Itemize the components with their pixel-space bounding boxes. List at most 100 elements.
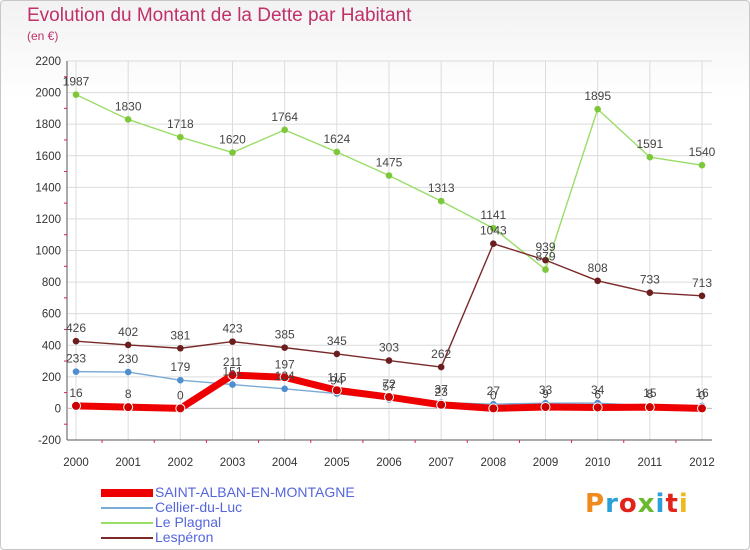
data-point-le-plagnal [385,172,393,179]
data-label-cellier-du-luc: 37 [434,383,448,397]
data-label-saint-alban-en-montagne: 72 [382,377,396,391]
logo-letter: P [585,489,606,519]
legend-swatch-lesp-ron [101,536,153,539]
data-point-le-plagnal [333,148,341,156]
data-label-saint-alban-en-montagne: 0 [177,388,184,402]
data-label-le-plagnal: 1141 [480,208,506,222]
data-label-le-plagnal: 1313 [428,181,455,195]
data-label-lesp-ron: 1043 [480,224,507,238]
y-tick-label: 400 [42,340,61,352]
data-point-lesp-ron [229,338,236,345]
data-label-cellier-du-luc: 16 [695,386,709,400]
data-label-cellier-du-luc: 94 [330,374,344,388]
proxiti-logo: Proxiti [585,489,689,519]
data-label-lesp-ron: 385 [275,328,295,342]
data-point-lesp-ron [437,363,445,371]
data-point-saint-alban-en-montagne [227,370,238,381]
data-point-cellier-du-luc [281,385,288,393]
legend-swatch-le-plagnal [101,521,153,524]
data-label-cellier-du-luc: 124 [275,369,295,383]
data-label-lesp-ron: 713 [692,276,712,290]
data-point-saint-alban-en-montagne [123,402,134,413]
data-point-saint-alban-en-montagne [279,372,290,383]
data-point-lesp-ron [333,350,341,358]
data-label-le-plagnal: 1895 [584,89,611,103]
data-label-le-plagnal: 879 [535,250,555,264]
legend-item-lesp-ron: Lespéron [101,530,355,545]
logo-letter: r [605,489,619,519]
data-point-cellier-du-luc [124,368,132,376]
legend-label-le-plagnal: Le Plagnal [155,514,222,530]
x-tick-label: 2002 [168,457,194,469]
data-label-cellier-du-luc: 151 [222,365,242,379]
legend-swatch-saint-alban-en-montagne [101,488,153,497]
x-tick-label: 2001 [115,457,141,469]
data-label-saint-alban-en-montagne: 8 [125,387,132,401]
data-label-cellier-du-luc: 233 [66,352,86,366]
data-point-saint-alban-en-montagne [592,402,603,413]
data-label-saint-alban-en-montagne: 9 [542,387,549,401]
legend-item-cellier-du-luc: Cellier-du-Luc [101,500,355,515]
data-point-le-plagnal [594,105,601,113]
legend-label-cellier-du-luc: Cellier-du-Luc [155,499,243,515]
x-tick-label: 2008 [481,457,507,469]
data-label-cellier-du-luc: 15 [643,386,657,400]
y-tick-label: -200 [38,435,61,447]
chart-subtitle: (en €) [27,29,59,43]
y-tick-label: 600 [42,309,61,321]
data-label-saint-alban-en-montagne: 115 [327,370,346,384]
legend-label-lesp-ron: Lespéron [155,529,214,545]
data-point-le-plagnal [229,149,236,156]
logo-letter: i [678,489,689,519]
data-label-saint-alban-en-montagne: 211 [223,355,242,369]
data-label-lesp-ron: 402 [118,325,138,339]
data-label-le-plagnal: 1624 [323,132,350,146]
data-label-saint-alban-en-montagne: 6 [594,387,601,401]
data-point-cellier-du-luc [177,376,184,384]
data-point-le-plagnal [490,224,497,232]
data-point-lesp-ron [594,277,601,285]
data-label-cellier-du-luc: 230 [118,352,138,366]
data-label-le-plagnal: 1764 [271,110,298,124]
chart-title: Evolution du Montant de la Dette par Hab… [27,5,412,26]
x-tick-label: 2010 [585,457,611,469]
data-point-lesp-ron [385,357,393,364]
logo-letter: t [665,489,679,519]
y-tick-label: 1400 [35,182,61,194]
data-point-saint-alban-en-montagne [697,403,707,414]
y-tick-label: 2000 [35,88,61,100]
data-label-cellier-du-luc: 34 [591,383,605,397]
data-label-lesp-ron: 939 [535,240,555,254]
data-label-saint-alban-en-montagne: 16 [69,386,83,400]
chart-legend: SAINT-ALBAN-EN-MONTAGNE Cellier-du-Luc Le … [101,485,355,545]
data-label-saint-alban-en-montagne: 23 [434,385,448,399]
data-point-le-plagnal [698,161,706,169]
data-label-le-plagnal: 1540 [689,145,716,159]
data-point-le-plagnal [177,133,184,141]
data-point-cellier-du-luc [72,368,80,375]
data-label-saint-alban-en-montagne: 0 [490,388,497,402]
y-tick-label: 2200 [35,56,61,68]
data-point-saint-alban-en-montagne [384,392,394,403]
data-point-saint-alban-en-montagne [488,403,499,414]
data-point-le-plagnal [437,197,445,205]
data-label-cellier-du-luc: 27 [487,384,501,398]
x-tick-label: 2011 [637,457,662,469]
y-tick-label: 800 [42,277,61,289]
x-tick-label: 2012 [689,457,715,469]
data-point-lesp-ron [490,240,497,248]
y-tick-label: 0 [55,403,61,415]
legend-label-saint-alban-en-montagne: SAINT-ALBAN-EN-MONTAGNE [155,484,355,500]
legend-item-saint-alban-en-montagne: SAINT-ALBAN-EN-MONTAGNE [101,485,355,500]
data-point-le-plagnal [646,153,654,161]
data-label-lesp-ron: 808 [588,261,608,275]
y-tick-label: 1200 [35,214,61,226]
data-point-lesp-ron [646,289,654,296]
logo-letter: o [618,489,638,519]
data-point-le-plagnal [72,91,80,98]
data-point-le-plagnal [281,126,288,134]
data-point-lesp-ron [177,344,184,352]
data-label-lesp-ron: 426 [66,321,86,335]
data-point-le-plagnal [542,266,549,273]
legend-item-le-plagnal: Le Plagnal [101,515,355,530]
